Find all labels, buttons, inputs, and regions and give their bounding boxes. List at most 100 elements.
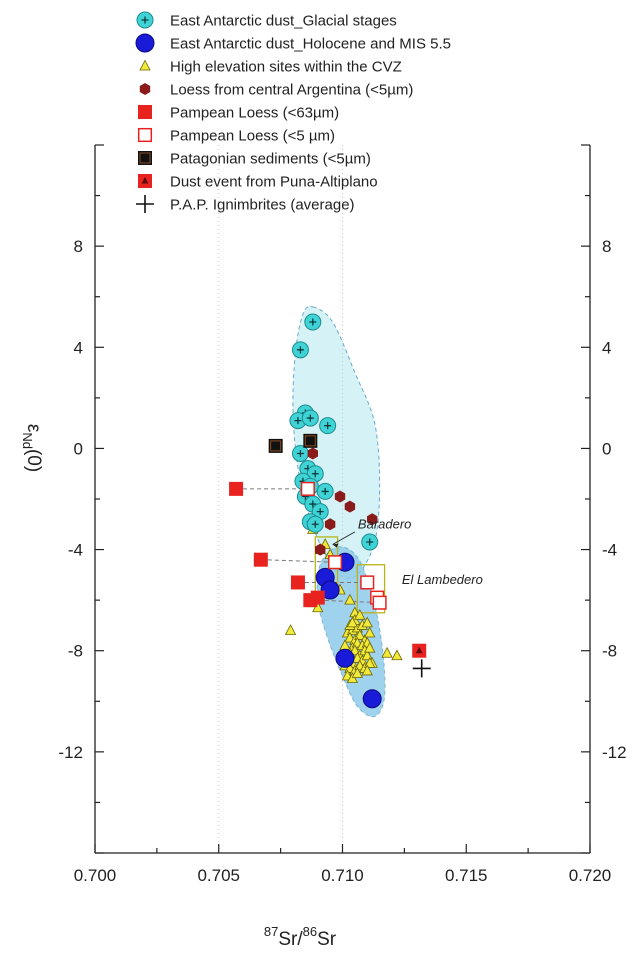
series-patagonian	[268, 433, 318, 453]
y-tick-label-left: -8	[68, 642, 83, 661]
series-ignimbrite	[412, 659, 431, 678]
glacial-point-17	[361, 533, 379, 551]
legend-marker-loess_arg	[139, 83, 151, 95]
ignimbrite-point-0	[412, 659, 431, 678]
glacial-point-16	[306, 515, 324, 533]
glacial-cross	[311, 520, 319, 528]
cvz-triangle	[364, 626, 376, 638]
cvz-point-44	[351, 667, 364, 678]
cvz-triangle	[361, 664, 373, 676]
pampean5-square	[300, 481, 315, 496]
loess-hexagon	[334, 490, 346, 503]
patagonian-square	[303, 433, 318, 448]
axis-labels: 87Sr/86Sr εNd(0)	[20, 424, 337, 950]
y-tick-label-right: 0	[602, 439, 611, 458]
glacial-cross	[324, 422, 332, 430]
y-tick-label-right: -12	[602, 743, 627, 762]
annotation-1: El Lambedero	[402, 572, 483, 587]
cvz-point-49	[381, 646, 393, 658]
loess-hexagon	[307, 447, 318, 460]
cvz-triangle	[139, 59, 151, 71]
legend-item-loess_arg: Loess from central Argentina (<5µm)	[139, 82, 413, 99]
glacial-cross	[296, 449, 304, 457]
glacial-point-6	[291, 444, 309, 462]
glacial-cross	[311, 470, 319, 478]
legend-marker-holocene	[135, 33, 155, 53]
pampean5-square	[372, 595, 387, 610]
x-tick-label: 0.710	[321, 866, 364, 885]
cvz-point-48	[364, 641, 376, 653]
series-pampean5	[300, 481, 387, 610]
loess-hexagon	[344, 500, 356, 513]
cvz-triangle	[381, 646, 393, 658]
cvz-point-5	[344, 593, 356, 605]
loess-hexagon	[315, 543, 326, 556]
cvz-point-19	[364, 626, 376, 638]
patagonian-point-1	[303, 433, 318, 448]
annotations: Baradero El Lambedero	[332, 516, 483, 587]
axes	[94, 144, 591, 854]
x-tick-label: 0.715	[445, 866, 488, 885]
x-tick-label: 0.720	[569, 866, 612, 885]
legend-label-loess_arg: Loess from central Argentina (<5µm)	[170, 82, 413, 99]
patagonian-inner	[304, 435, 316, 447]
glacial-cross	[321, 487, 329, 495]
loess_arg-point-3	[324, 518, 336, 531]
patagonian-inner	[270, 440, 282, 452]
y-tick-label-left: -4	[68, 541, 83, 560]
glacial-cross	[366, 538, 374, 546]
y-tick-label-left: 0	[74, 439, 83, 458]
pampean63-point-0	[229, 481, 244, 496]
glacial-cross	[309, 500, 317, 508]
pampean63-square	[310, 590, 325, 605]
loess_arg-point-0	[307, 447, 318, 460]
data-points	[229, 313, 431, 709]
legend-item-cvz: High elevation sites within the CVZ	[139, 59, 402, 76]
cvz-triangle	[364, 641, 376, 653]
cvz-triangle	[346, 616, 359, 628]
loess-hexagon	[367, 513, 378, 526]
glacial-point-4	[301, 409, 319, 427]
loess_arg-point-1	[334, 490, 346, 503]
loess-hexagon	[324, 518, 336, 531]
y-tick-label-right: -4	[602, 541, 617, 560]
legend-label-pampean5: Pampean Loess (<5 µm)	[170, 128, 335, 145]
holocene-circle	[362, 689, 382, 709]
cvz-triangle	[391, 649, 403, 661]
dust-inner	[415, 646, 423, 654]
series-loess_arg	[307, 447, 378, 556]
cvz-point-52	[361, 664, 373, 676]
legend-marker-pampean5	[137, 127, 153, 143]
pampean5-square	[137, 127, 153, 143]
pampean63-point-1	[253, 552, 268, 567]
pampean5-point-4	[372, 595, 387, 610]
glacial-point-1	[291, 341, 309, 359]
y-tick-label-left: 4	[74, 338, 83, 357]
cvz-point-47	[354, 608, 366, 620]
connector-1	[260, 559, 336, 563]
pampean63-square	[138, 105, 152, 119]
baradero-arrowhead	[332, 543, 339, 548]
legend-label-pampean63: Pampean Loess (<63µm)	[170, 105, 339, 122]
x-tick-label: 0.700	[74, 866, 117, 885]
pampean63-square	[290, 575, 305, 590]
legend-marker-ignimbrite	[136, 195, 154, 213]
y-tick-label-right: 8	[602, 237, 611, 256]
loess_arg-point-2	[344, 500, 356, 513]
legend-item-pampean63: Pampean Loess (<63µm)	[138, 105, 339, 122]
glacial-cross	[294, 417, 302, 425]
x-axis-label: 87Sr/86Sr	[264, 924, 337, 950]
patagonian-square	[268, 438, 283, 453]
legend-marker-glacial	[136, 11, 154, 29]
legend-item-glacial: East Antarctic dust_Glacial stages	[136, 11, 397, 30]
annotation-0: Baradero	[358, 516, 411, 531]
cvz-point-14	[361, 616, 373, 628]
legend-item-patagonian: Patagonian sediments (<5µm)	[138, 151, 371, 168]
patagonian-square	[138, 151, 152, 165]
loess_arg-point-4	[367, 513, 378, 526]
cvz-triangle	[354, 608, 366, 620]
pampean63-square	[253, 552, 268, 567]
glacial-point-11	[316, 482, 334, 500]
tick-labels: 8 8 4 4 0 0 -4 -4 -8 -8 -12 -12 0.700 0.705 0.710 0.715…	[58, 237, 626, 885]
legend-item-dust_event: Dust event from Puna-Altiplano	[138, 174, 378, 191]
